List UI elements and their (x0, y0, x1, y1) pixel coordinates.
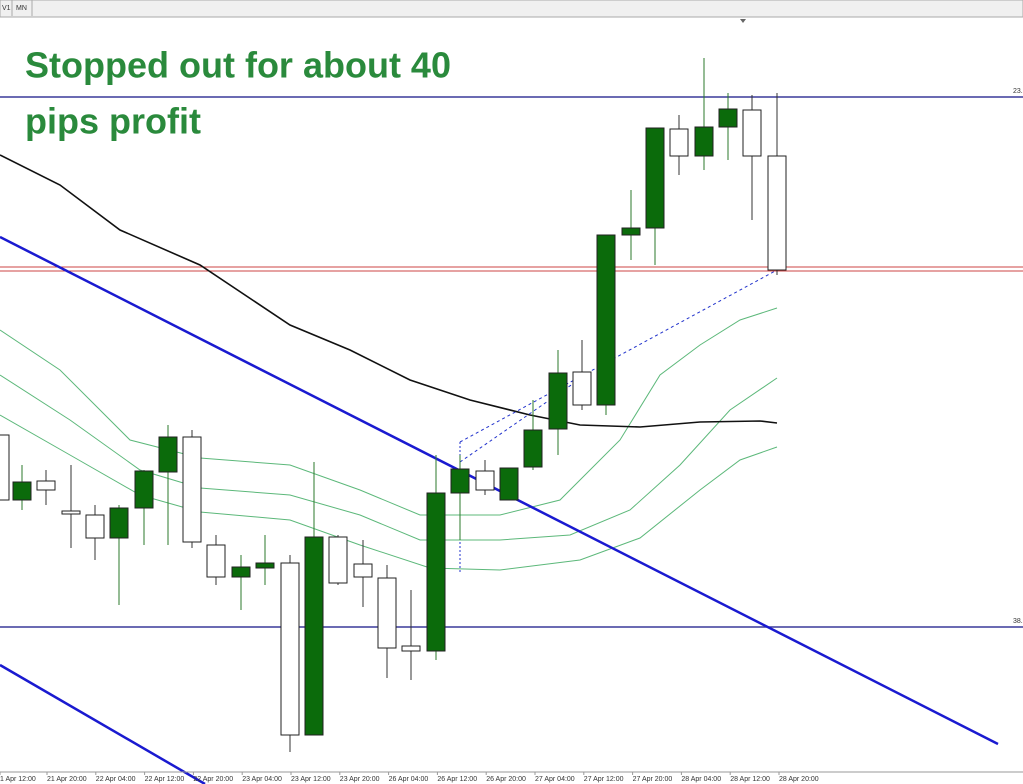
time-label: 21 Apr 20:00 (47, 776, 87, 783)
time-axis-labels: 1 Apr 12:00 21 Apr 20:00 22 Apr 04:00 22 Ap… (0, 772, 819, 783)
indicator-line (0, 663, 206, 784)
candle-body (694, 126, 714, 157)
indicator-line (0, 307, 778, 516)
candle-body (61, 510, 81, 515)
candle-body (450, 468, 470, 494)
candle-body (742, 109, 762, 157)
candle-body (36, 480, 56, 491)
candle-body (109, 507, 129, 539)
candle-body (182, 436, 202, 543)
candle-body (401, 645, 421, 652)
time-label: 28 Apr 20:00 (779, 776, 819, 783)
candle-body (645, 127, 665, 229)
time-label: 22 Apr 12:00 (145, 776, 185, 783)
plot (0, 58, 1023, 784)
level-label: 38. (1013, 618, 1023, 625)
candle-body (12, 481, 32, 501)
time-label: 28 Apr 12:00 (730, 776, 770, 783)
indicator-line (459, 269, 778, 443)
candle-body (499, 467, 519, 501)
time-label: 26 Apr 04:00 (389, 776, 429, 783)
indicator-line (0, 374, 778, 541)
candle-body (572, 371, 592, 406)
toolbar (0, 0, 1023, 18)
time-label: 23 Apr 20:00 (340, 776, 380, 783)
time-label: 27 Apr 20:00 (633, 776, 673, 783)
indicator-line (0, 414, 778, 571)
candle-body (548, 372, 568, 430)
candle-body (621, 227, 641, 236)
candle-body (596, 234, 616, 406)
time-label: 28 Apr 04:00 (681, 776, 721, 783)
candle-body (255, 562, 275, 569)
indicator-line (0, 235, 999, 746)
time-label: 22 Apr 04:00 (96, 776, 136, 783)
indicator-line (0, 154, 778, 428)
time-label: 27 Apr 12:00 (584, 776, 624, 783)
candle-body (353, 563, 373, 578)
time-label: 1 Apr 12:00 (0, 776, 36, 783)
level-label: 23. (1013, 88, 1023, 95)
candle-body (475, 470, 495, 491)
candle-body (377, 577, 397, 649)
candle-body (328, 536, 348, 584)
candle-body (158, 436, 178, 473)
time-label: 23 Apr 04:00 (242, 776, 282, 783)
tab[interactable]: MN (16, 5, 27, 12)
candle-body (280, 562, 300, 736)
candle-body (231, 566, 251, 578)
candle-body (85, 514, 105, 539)
time-label: 22 Apr 20:00 (193, 776, 233, 783)
candle-body (206, 544, 226, 578)
tab[interactable]: V1 (2, 5, 11, 12)
indicator-line (459, 371, 591, 463)
candle-body (134, 470, 154, 509)
candle-body (426, 492, 446, 652)
candle-body (767, 155, 787, 271)
annotation: pips profit (25, 101, 201, 142)
time-label: 26 Apr 20:00 (486, 776, 526, 783)
candle-body (669, 128, 689, 157)
candle-body (718, 108, 738, 128)
time-label: 26 Apr 12:00 (437, 776, 477, 783)
candle-body (523, 429, 543, 468)
time-label: 27 Apr 04:00 (535, 776, 575, 783)
shift-marker (740, 19, 746, 23)
candle-body (0, 434, 10, 501)
time-label: 23 Apr 12:00 (291, 776, 331, 783)
annotation: Stopped out for about 40 (25, 45, 451, 86)
candle-body (304, 536, 324, 736)
